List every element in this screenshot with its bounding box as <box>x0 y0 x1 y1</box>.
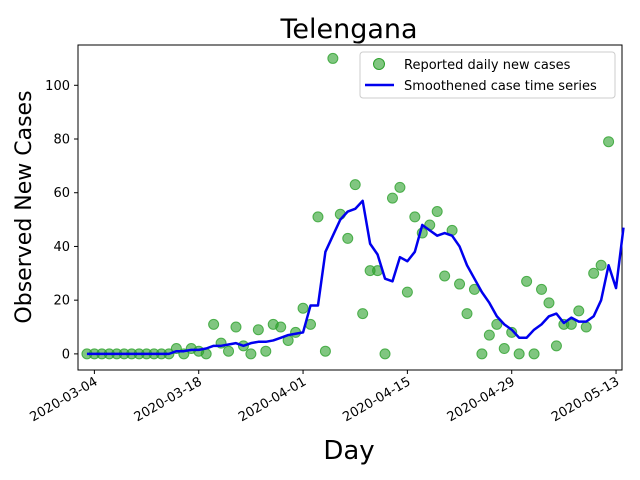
y-tick-label: 40 <box>53 240 70 255</box>
y-tick-label: 0 <box>62 347 70 362</box>
reported-point <box>327 52 339 64</box>
reported-point <box>342 232 354 244</box>
reported-point <box>401 286 413 298</box>
reported-point <box>476 348 488 360</box>
reported-point <box>245 348 257 360</box>
plot-area <box>77 44 625 371</box>
reported-point <box>483 329 495 341</box>
plot-frame <box>77 44 623 371</box>
reported-point <box>349 179 361 191</box>
line-layer <box>86 199 625 356</box>
x-tick-label: 2020-03-18 <box>132 374 205 425</box>
y-tick-label: 60 <box>53 186 70 201</box>
reported-point <box>506 326 518 338</box>
y-tick-label: 80 <box>53 133 70 148</box>
reported-point <box>230 321 242 333</box>
reported-point <box>312 211 324 223</box>
chart-title: Telengana <box>279 14 417 45</box>
reported-point <box>394 181 406 193</box>
reported-point <box>491 318 503 330</box>
reported-point <box>588 267 600 279</box>
reported-point <box>550 340 562 352</box>
legend-label-smoothed: Smoothened case time series <box>404 79 597 94</box>
reported-point <box>275 321 287 333</box>
x-tick-label: 2020-04-01 <box>236 374 309 425</box>
x-axis: 2020-03-04 2020-03-18 2020-04-01 2020-04-15… <box>27 370 622 425</box>
smoothed-line <box>86 199 625 356</box>
reported-point <box>595 259 607 271</box>
x-tick-label: 2020-04-29 <box>445 374 518 425</box>
reported-point <box>431 206 443 218</box>
reported-point <box>565 318 577 330</box>
reported-point <box>319 345 331 357</box>
y-tick-label: 100 <box>45 79 70 94</box>
x-tick-label: 2020-03-04 <box>27 374 100 425</box>
x-axis-label: Day <box>323 436 374 466</box>
reported-point <box>573 305 585 317</box>
reported-point <box>208 318 220 330</box>
reported-point <box>454 278 466 290</box>
reported-point <box>580 321 592 333</box>
x-tick-label: 2020-05-13 <box>549 374 622 425</box>
reported-point <box>357 308 369 320</box>
reported-point <box>521 275 533 287</box>
reported-point <box>386 192 398 204</box>
x-tick-label: 2020-04-15 <box>340 374 413 425</box>
reported-point <box>439 270 451 282</box>
reported-point <box>379 348 391 360</box>
reported-point <box>252 324 264 336</box>
reported-point <box>513 348 525 360</box>
reported-point <box>223 345 235 357</box>
legend-box <box>359 51 616 99</box>
reported-point <box>498 343 510 355</box>
reported-point <box>536 283 548 295</box>
scatter-layer <box>81 52 615 360</box>
reported-point <box>461 308 473 320</box>
reported-point <box>543 297 555 309</box>
legend-marker-reported <box>373 58 385 70</box>
reported-point <box>297 302 309 314</box>
legend: Reported daily new cases Smoothened case… <box>359 51 616 99</box>
y-axis: 0 20 40 60 80 100 <box>45 79 78 362</box>
legend-label-reported: Reported daily new cases <box>404 58 571 73</box>
reported-point <box>603 136 615 148</box>
reported-point <box>528 348 540 360</box>
reported-point <box>260 345 272 357</box>
y-axis-label: Observed New Cases <box>12 90 37 323</box>
reported-point <box>409 211 421 223</box>
y-tick-label: 20 <box>53 294 70 309</box>
